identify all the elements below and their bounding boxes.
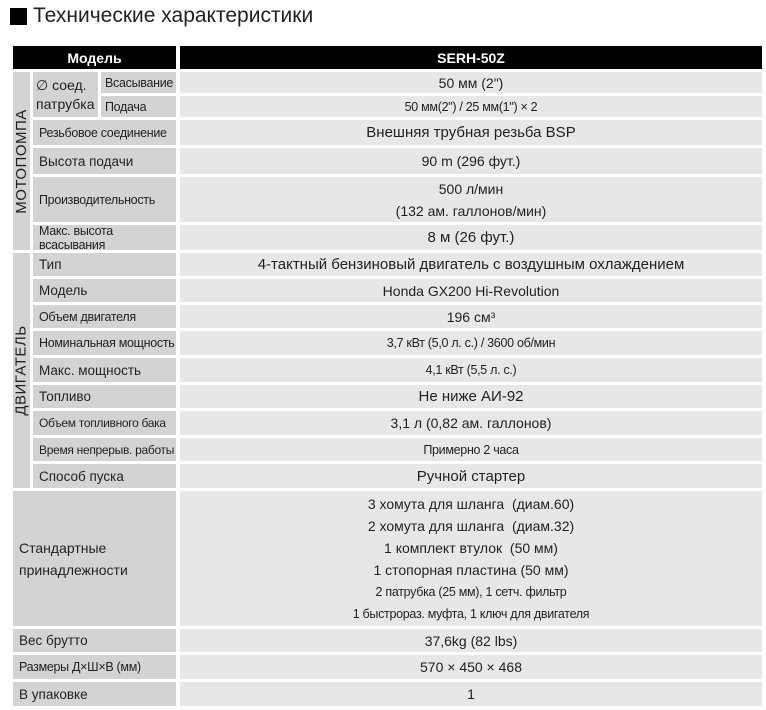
head-label: Высота подачи (33, 148, 176, 174)
tank-value: 3,1 л (0,82 ам. галлонов) (180, 411, 762, 435)
weight-value: 37,6kg (82 lbs) (180, 629, 762, 652)
discharge-value: 50 мм(2") / 25 мм(1") × 2 (180, 96, 762, 117)
rated-power-label: Номинальная мощность (33, 331, 176, 355)
fuel-label: Топливо (33, 385, 176, 408)
page-title: Технические характеристики (10, 4, 313, 28)
suction-head-value: 8 м (26 фут.) (180, 225, 762, 250)
runtime-value: Примерно 2 часа (180, 438, 762, 461)
capacity-value: 500 л/мин (132 ам. галлонов/мин) (180, 177, 762, 222)
max-power-value: 4,1 кВт (5,5 л. с.) (180, 358, 762, 382)
port-label: ∅ соед. патрубка (33, 72, 98, 117)
type-label: Тип (33, 253, 176, 276)
discharge-label: Подача (101, 96, 176, 117)
type-value: 4-тактный бензиновый двигатель с воздушн… (180, 253, 762, 276)
start-value: Ручной стартер (180, 464, 762, 488)
head-value: 90 m (296 фут.) (180, 148, 762, 174)
weight-label: Вес брутто (13, 629, 176, 652)
accessories-label: Стандартные принадлежности (13, 491, 176, 626)
tank-label: Объем топливного бака (33, 411, 176, 435)
displacement-value: 196 см³ (180, 305, 762, 328)
accessory-item: 2 патрубка (25 мм), 1 сетч. фильтр (375, 584, 567, 599)
accessory-item: 1 стопорная пластина (50 мм) (373, 561, 569, 578)
package-label: В упаковке (13, 682, 176, 706)
header-label: Модель (13, 46, 176, 69)
section-pump: МОТОПОМПА (13, 72, 30, 250)
accessory-item: 1 комплект втулок (50 мм) (384, 539, 558, 556)
dimensions-label: Размеры Д×Ш×В (мм) (13, 655, 176, 679)
capacity-line1: 500 л/мин (438, 180, 504, 197)
section-pump-label: МОТОПОМПА (13, 108, 30, 214)
start-label: Способ пуска (33, 464, 176, 488)
square-bullet-icon (10, 7, 27, 25)
section-engine-label: ДВИГАТЕЛЬ (13, 325, 31, 416)
capacity-line2: (132 ам. галлонов/мин) (395, 202, 547, 219)
title-text: Технические характеристики (33, 4, 314, 27)
package-value: 1 (180, 682, 762, 706)
accessory-item: 1 быстрораз. муфта, 1 ключ для двигателя (352, 606, 590, 621)
displacement-label: Объем двигателя (33, 305, 176, 328)
accessory-item: 3 хомута для шланга (диам.60) (367, 495, 575, 512)
model-label: Модель (33, 279, 176, 302)
model-value: Honda GX200 Hi-Revolution (180, 279, 762, 302)
section-engine: ДВИГАТЕЛЬ (13, 253, 30, 488)
thread-label: Резьбовое соединение (33, 120, 176, 145)
suction-head-label: Макс. высота всасывания (33, 224, 176, 252)
accessory-item: 2 хомута для шланга (диам.32) (367, 517, 575, 534)
runtime-label: Время непрерыв. работы (33, 438, 176, 461)
dimensions-value: 570 × 450 × 468 (180, 655, 762, 679)
header-model: SERH-50Z (180, 46, 762, 69)
suction-label: Всасывание (101, 72, 176, 93)
rated-power-value: 3,7 кВт (5,0 л. с.) / 3600 об/мин (180, 331, 762, 355)
accessories-list: 3 хомута для шланга (диам.60) 2 хомута д… (180, 491, 762, 626)
capacity-label: Производительность (33, 177, 176, 222)
fuel-value: Не ниже АИ-92 (180, 385, 762, 408)
max-power-label: Макс. мощность (33, 358, 176, 382)
thread-value: Внешняя трубная резьба BSP (180, 120, 762, 145)
suction-value: 50 мм (2") (180, 72, 762, 93)
